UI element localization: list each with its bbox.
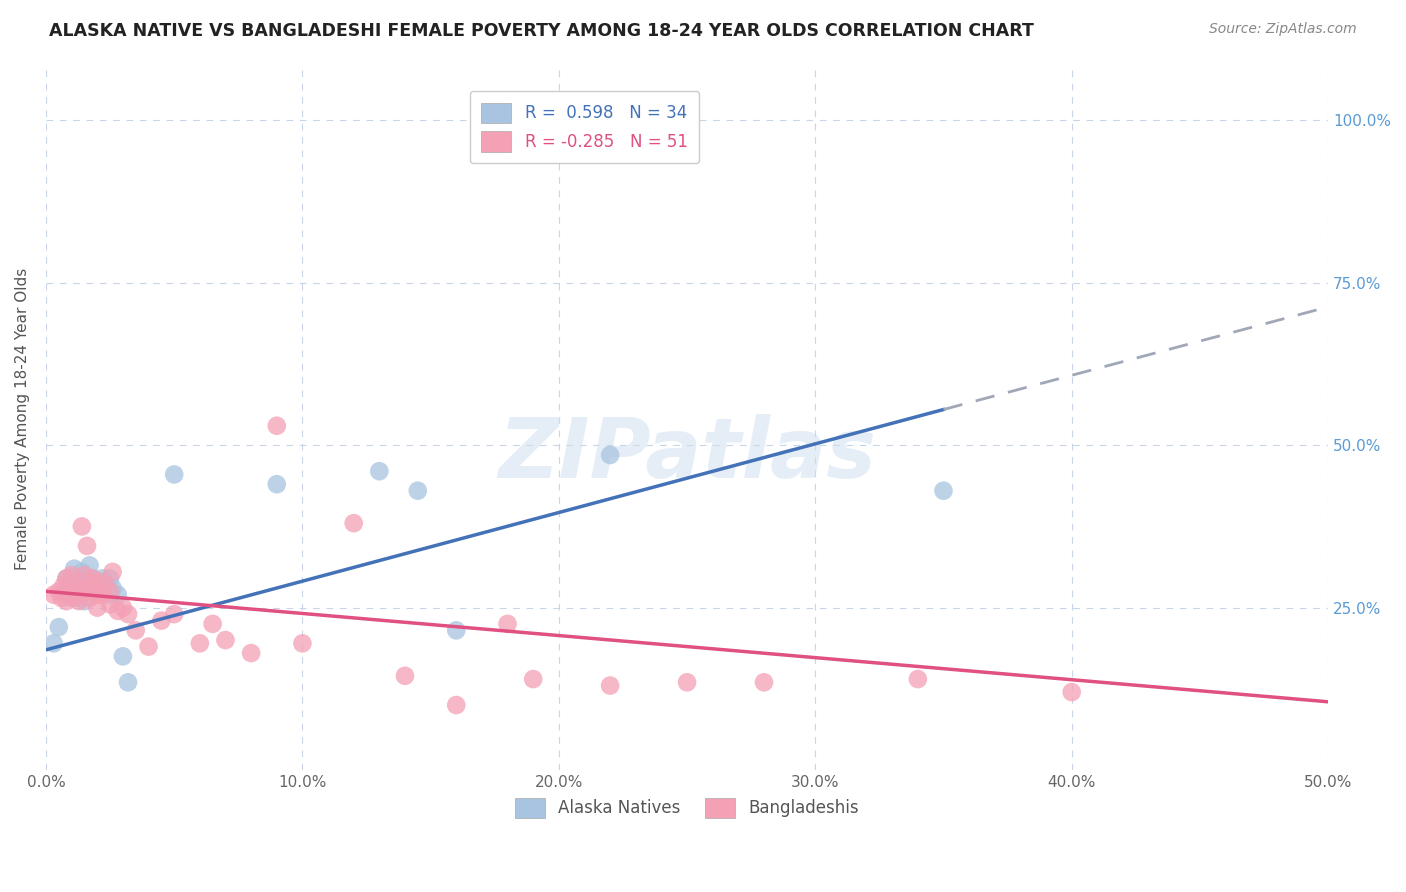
Point [111,649,134,664]
Point [91,588,114,602]
Point [94,578,117,592]
Point [76,584,98,599]
Point [52,584,75,599]
Point [107,604,129,618]
Point [89,574,111,589]
Point [60,568,83,582]
Point [125,624,148,638]
Point [101,581,124,595]
Point [79,558,101,573]
Point [214,633,236,648]
Point [117,675,139,690]
Point [66,581,89,595]
Point [67,591,90,605]
Point [89,574,111,589]
Point [83,581,105,595]
Point [60,584,83,599]
Legend: Alaska Natives, Bangladeshis: Alaska Natives, Bangladeshis [508,791,866,825]
Point [58,588,80,602]
Point [291,636,314,650]
Y-axis label: Female Poverty Among 18-24 Year Olds: Female Poverty Among 18-24 Year Olds [15,268,30,570]
Point [496,616,519,631]
Point [138,640,160,654]
Point [522,672,544,686]
Point [394,669,416,683]
Point [86,588,108,602]
Point [86,600,108,615]
Point [446,698,468,712]
Point [94,578,117,592]
Point [188,636,211,650]
Point [266,477,288,491]
Point [55,571,77,585]
Point [91,571,114,585]
Point [599,448,621,462]
Point [73,581,96,595]
Point [86,584,108,599]
Point [150,614,173,628]
Point [73,578,96,592]
Point [266,418,288,433]
Point [368,464,391,478]
Point [343,516,366,531]
Point [48,584,70,599]
Point [163,607,186,621]
Point [240,646,263,660]
Point [79,591,101,605]
Point [446,624,468,638]
Point [98,598,121,612]
Point [83,578,105,592]
Point [406,483,429,498]
Point [73,568,96,582]
Point [111,600,134,615]
Point [63,591,86,605]
Point [82,571,104,585]
Point [60,591,83,605]
Point [63,561,86,575]
Point [70,519,93,533]
Point [67,594,90,608]
Text: ZIPatlas: ZIPatlas [498,414,876,495]
Point [42,588,65,602]
Point [42,636,65,650]
Point [48,620,70,634]
Point [752,675,775,690]
Point [52,578,75,592]
Point [55,594,77,608]
Point [932,483,955,498]
Point [599,679,621,693]
Point [66,574,89,589]
Point [98,584,121,599]
Point [107,588,129,602]
Point [82,584,104,599]
Point [55,571,77,585]
Point [76,539,98,553]
Point [201,616,224,631]
Point [70,565,93,579]
Point [676,675,699,690]
Text: ALASKA NATIVE VS BANGLADESHI FEMALE POVERTY AMONG 18-24 YEAR OLDS CORRELATION CH: ALASKA NATIVE VS BANGLADESHI FEMALE POVE… [49,22,1033,40]
Point [101,565,124,579]
Point [76,574,98,589]
Point [117,607,139,621]
Text: Source: ZipAtlas.com: Source: ZipAtlas.com [1209,22,1357,37]
Point [82,571,104,585]
Point [907,672,929,686]
Point [98,588,121,602]
Point [51,591,73,605]
Point [58,578,80,592]
Point [1060,685,1083,699]
Point [73,594,96,608]
Point [163,467,186,482]
Point [98,571,121,585]
